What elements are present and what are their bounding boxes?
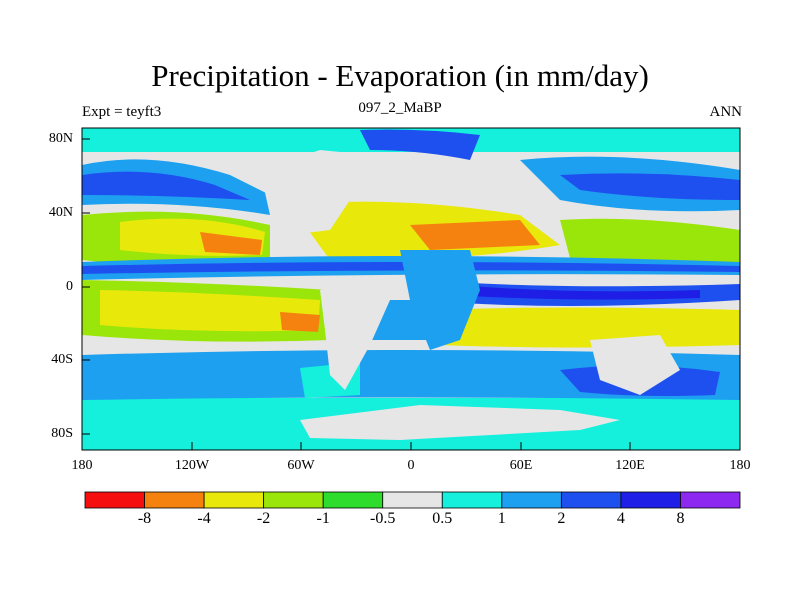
- colorbar-label: 2: [557, 510, 566, 527]
- spac-orange: [280, 312, 320, 332]
- colorbar-swatch: [382, 491, 443, 509]
- lat-label-0: 0: [66, 279, 73, 294]
- natl-blue: [360, 129, 480, 160]
- colorbar-swatch: [322, 491, 384, 509]
- lon-label-120e: 120E: [615, 458, 645, 473]
- colorbar-swatch: [84, 491, 145, 509]
- experiment-label: Expt = teyft3: [82, 104, 162, 120]
- sahara-orange: [410, 220, 540, 250]
- southern-stormtrack: [82, 350, 740, 400]
- colorbar-swatch: [680, 491, 741, 509]
- colorbar-swatch: [203, 491, 265, 509]
- colorbar-label: -4: [197, 510, 211, 527]
- period-label: 097_2_MaBP: [358, 100, 442, 116]
- colorbar-label: 4: [616, 510, 625, 527]
- colorbar-swatch: [501, 491, 562, 509]
- nasia-blue-core: [560, 173, 740, 200]
- colorbar-label: 1: [497, 510, 506, 527]
- lon-label-0: 0: [407, 458, 415, 473]
- lat-label-40n: 40N: [48, 205, 73, 220]
- npac-subtrop-orange: [200, 232, 262, 255]
- colorbar-swatch: [620, 491, 681, 509]
- lat-label-80n: 80N: [48, 131, 73, 146]
- page-title: Precipitation - Evaporation (in mm/day): [151, 58, 649, 93]
- colorbar-swatch: [144, 491, 205, 509]
- colorbar-label: 8: [676, 510, 685, 527]
- lon-label-180w: 180: [71, 458, 93, 473]
- lat-label-80s: 80S: [51, 426, 73, 441]
- lon-label-120w: 120W: [174, 458, 210, 473]
- wpac-subtrop-green: [560, 218, 740, 265]
- africa: [400, 250, 480, 350]
- colorbar-swatch: [263, 491, 324, 509]
- sind-subtrop-yellow: [440, 307, 740, 348]
- lon-label-60w: 60W: [287, 458, 315, 473]
- australia: [590, 335, 680, 395]
- map-field: [82, 128, 740, 450]
- indian-ocean-core: [470, 286, 700, 300]
- antarctica: [300, 405, 620, 440]
- colorbar-label: -8: [137, 510, 152, 527]
- lon-label-60e: 60E: [509, 458, 533, 473]
- npac-stormtrack-core: [82, 171, 250, 200]
- colorbar: [84, 491, 741, 509]
- spac-subtrop-yellow: [100, 290, 320, 332]
- map-ticks: [82, 138, 631, 450]
- colorbar-label: -2: [256, 510, 271, 527]
- colorbar-label: -1: [316, 510, 330, 527]
- lat-label-40s: 40S: [51, 352, 73, 367]
- colorbar-swatch: [441, 491, 503, 509]
- lon-label-180e: 180: [729, 458, 751, 473]
- colorbar-label: 0.5: [432, 510, 453, 527]
- colorbar-swatch: [560, 491, 622, 509]
- north-america: [260, 150, 370, 235]
- south-america: [320, 282, 390, 390]
- season-label: ANN: [709, 104, 743, 120]
- colorbar-label: -0.5: [370, 510, 396, 527]
